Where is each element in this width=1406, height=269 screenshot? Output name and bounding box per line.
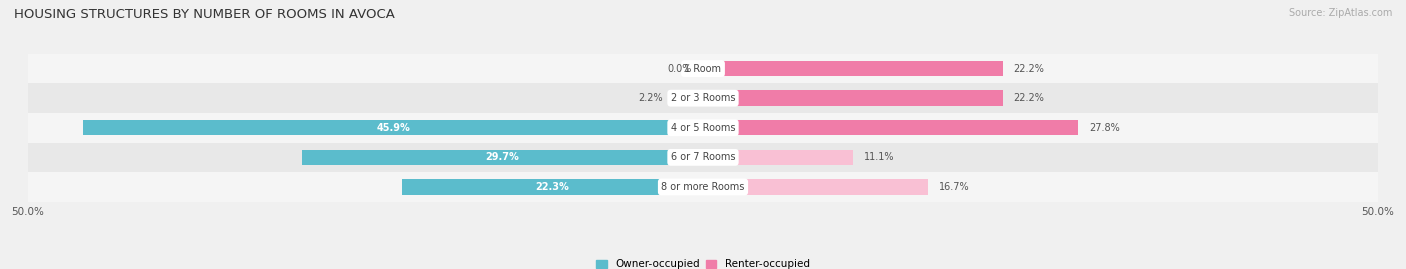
Text: 29.7%: 29.7% (485, 152, 519, 162)
Text: 16.7%: 16.7% (939, 182, 970, 192)
Bar (402, 179, 703, 195)
Text: 27.8%: 27.8% (1090, 123, 1119, 133)
Bar (28, 54, 1378, 83)
Bar (28, 172, 1378, 202)
Text: 4 or 5 Rooms: 4 or 5 Rooms (671, 123, 735, 133)
Text: 11.1%: 11.1% (863, 152, 894, 162)
Text: 22.2%: 22.2% (1014, 63, 1045, 74)
Bar (703, 120, 1078, 136)
Legend: Owner-occupied, Renter-occupied: Owner-occupied, Renter-occupied (592, 255, 814, 269)
Text: 6 or 7 Rooms: 6 or 7 Rooms (671, 152, 735, 162)
Text: HOUSING STRUCTURES BY NUMBER OF ROOMS IN AVOCA: HOUSING STRUCTURES BY NUMBER OF ROOMS IN… (14, 8, 395, 21)
Text: 2.2%: 2.2% (638, 93, 662, 103)
Bar (703, 150, 853, 165)
Text: 2 or 3 Rooms: 2 or 3 Rooms (671, 93, 735, 103)
Text: 45.9%: 45.9% (377, 123, 411, 133)
Text: Source: ZipAtlas.com: Source: ZipAtlas.com (1288, 8, 1392, 18)
Bar (673, 90, 703, 106)
Text: 22.2%: 22.2% (1014, 93, 1045, 103)
Bar (703, 61, 1002, 76)
Text: 1 Room: 1 Room (685, 63, 721, 74)
Bar (703, 179, 928, 195)
Bar (28, 113, 1378, 143)
Bar (28, 143, 1378, 172)
Bar (703, 90, 1002, 106)
Text: 0.0%: 0.0% (668, 63, 692, 74)
Bar (83, 120, 703, 136)
Bar (28, 83, 1378, 113)
Text: 8 or more Rooms: 8 or more Rooms (661, 182, 745, 192)
Bar (302, 150, 703, 165)
Text: 22.3%: 22.3% (536, 182, 569, 192)
